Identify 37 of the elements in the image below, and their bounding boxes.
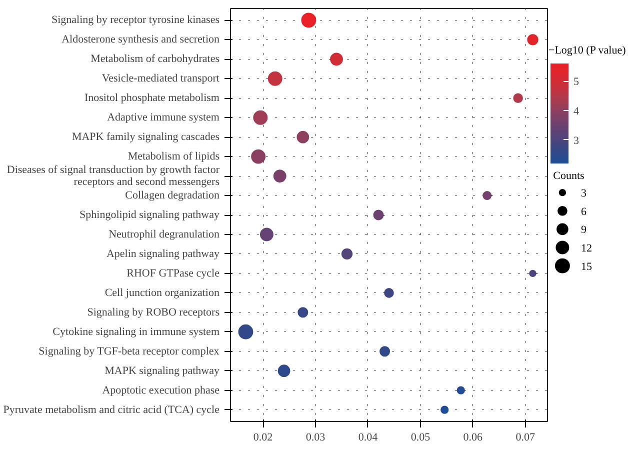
x-tick-label: 0.04 (358, 432, 378, 444)
x-tick-label: 0.06 (463, 432, 484, 444)
x-tick-label: 0.02 (253, 432, 273, 444)
y-tick-label: RHOF GTPase cycle (126, 267, 220, 280)
y-tick-label: MAPK signaling pathway (104, 364, 220, 377)
y-tick-label: Signaling by TGF-beta receptor complex (38, 345, 220, 358)
legend-label: 15 (581, 260, 593, 273)
color-bar-title: −Log10 (P value) (548, 44, 626, 57)
legend-label: 12 (581, 242, 592, 255)
y-tick-label: Apoptotic execution phase (102, 384, 220, 396)
legend-title: Counts (553, 170, 584, 182)
y-tick-label: Diseases of signal transduction by growth factor receptors and second messengers (6, 164, 220, 188)
legend-label: 3 (581, 188, 588, 200)
y-tick-label: Signaling by receptor tyrosine kinases (51, 14, 220, 26)
x-tick-label: 0.03 (306, 432, 326, 444)
y-tick-label: Cell junction organization (104, 286, 220, 299)
x-tick-label: 0.07 (516, 432, 536, 444)
y-tick-label: Aldosterone synthesis and secretion (62, 34, 220, 46)
y-tick-label: Pyruvate metabolism and citric acid (TCA) cycle (3, 404, 220, 416)
y-tick-label: Adaptive immune system (107, 112, 220, 124)
legend-label: 6 (581, 206, 588, 218)
y-tick-label: Metabolism of carbohydrates (90, 53, 220, 66)
y-tick-label: Sphingolipid signaling pathway (80, 209, 220, 221)
y-tick-label: Signaling by ROBO receptors (87, 306, 220, 318)
legend-label: 9 (581, 224, 588, 236)
y-tick-label: Neutrophil degranulation (108, 228, 220, 240)
y-tick-label: MAPK family signaling cascades (72, 131, 220, 144)
color-bar-label: 3 (574, 134, 580, 147)
x-tick-label: 0.05 (410, 432, 431, 444)
y-tick-label: Apelin signaling pathway (106, 248, 220, 260)
color-bar-label: 5 (574, 76, 580, 88)
color-bar-label: 4 (574, 106, 580, 118)
y-tick-label: Vesicle-mediated transport (102, 72, 220, 85)
y-tick-label: Cytokine signaling in immune system (52, 326, 220, 338)
y-tick-label: Inositol phosphate metabolism (84, 92, 220, 104)
y-tick-label: Collagen degradation (125, 190, 220, 202)
y-tick-label: Metabolism of lipids (128, 150, 220, 163)
